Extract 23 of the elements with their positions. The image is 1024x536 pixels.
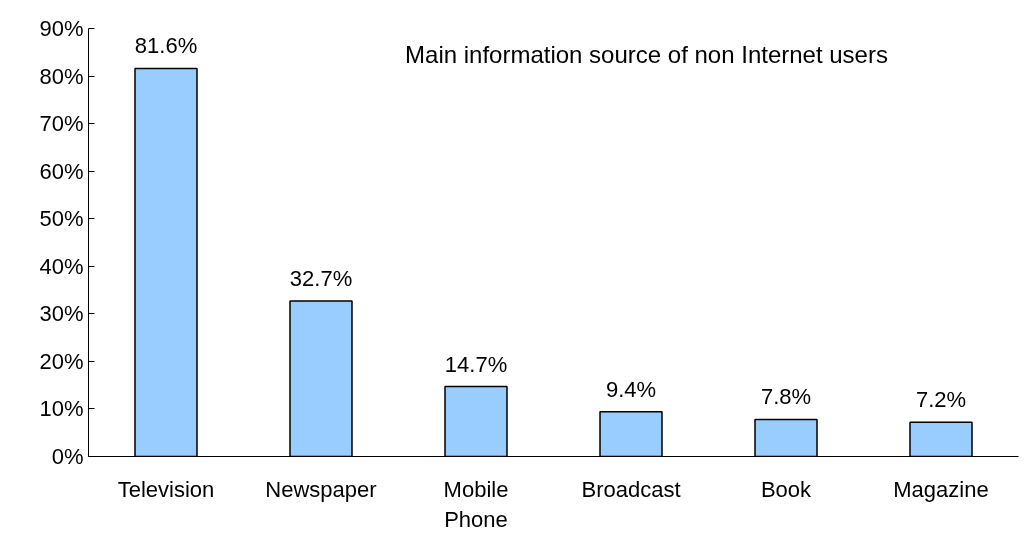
x-tick-label: Broadcast: [581, 476, 681, 502]
x-tick-label: Magazine: [893, 476, 989, 502]
y-tick-label: 0%: [51, 444, 84, 469]
y-tick-label: 60%: [39, 158, 84, 184]
y-tick-label: 90%: [39, 16, 84, 41]
y-tick-label: 40%: [39, 253, 84, 279]
x-tick-label: Mobile Phone: [443, 476, 509, 532]
data-label: 7.2%: [915, 387, 967, 413]
text: Main information source of non Internet users: [405, 41, 888, 69]
data-label: 81.6%: [134, 33, 198, 59]
x-tick-label: Newspaper: [265, 476, 377, 502]
y-tick-label: 10%: [39, 396, 84, 422]
data-label: 9.4%: [605, 376, 657, 402]
data-label: 7.8%: [760, 384, 812, 410]
y-tick-label: 20%: [39, 348, 84, 374]
data-label: 14.7%: [444, 351, 508, 377]
y-tick-label: 70%: [39, 111, 84, 137]
data-label: 32.7%: [289, 265, 353, 291]
y-tick-label: 50%: [39, 206, 84, 232]
y-tick-label: 80%: [39, 63, 84, 89]
y-tick-label: 30%: [39, 301, 84, 327]
x-tick-label: Book: [760, 476, 813, 502]
x-tick-label: Television: [117, 476, 215, 502]
